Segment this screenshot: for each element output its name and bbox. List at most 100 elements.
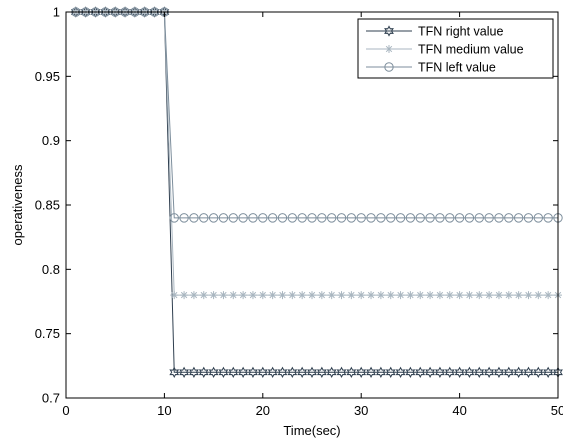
data-point [297,366,308,378]
data-point [346,213,357,223]
data-point [513,366,524,378]
data-point [239,291,248,300]
data-point [209,291,218,300]
data-point [199,291,208,300]
legend: TFN right value TFN medium value TFN left … [357,18,554,79]
data-point [366,366,376,378]
data-point [415,213,425,223]
data-point [336,213,347,223]
data-point [277,366,288,378]
data-point [169,366,180,378]
legend-marker [384,25,394,37]
data-point [277,213,288,223]
data-point [513,213,524,223]
data-point [494,366,504,378]
data-point [464,213,475,223]
data-point [287,366,298,378]
data-point [405,366,416,378]
data-point [347,291,356,300]
data-point [396,291,405,300]
data-point [317,213,327,223]
data-point [317,291,326,300]
data-point [474,366,485,378]
legend-items: TFN right value TFN medium value TFN left … [366,25,524,75]
data-point [189,291,198,300]
legend-label: TFN medium value [418,43,524,57]
data-point [455,291,464,300]
data-point [268,291,277,300]
y-tick-label: 0.7 [42,391,60,406]
legend-label: TFN left value [418,61,496,75]
data-point [494,291,503,300]
data-point [464,366,475,378]
data-point [326,213,337,223]
data-point [395,366,406,378]
x-tick-label: 50 [551,403,563,418]
x-tick-label: 0 [62,403,69,418]
data-point [218,366,229,378]
data-point [257,366,268,378]
data-point [405,213,416,223]
data-point [208,213,219,223]
data-point [248,291,257,300]
data-point [444,366,455,378]
data-point [416,291,425,300]
data-point [367,291,376,300]
y-tick-label: 0.85 [35,198,60,213]
data-point [298,291,307,300]
data-point [308,291,316,300]
y-tick-label: 0.75 [35,326,60,341]
data-point [385,366,396,378]
data-point [238,213,248,223]
data-point [485,291,494,300]
data-point [445,291,454,300]
data-point [426,291,435,300]
data-point [454,366,465,378]
data-point [504,291,513,300]
data-point [219,291,228,300]
data-point [543,213,553,223]
data-point [445,213,455,223]
data-point [169,213,179,223]
y-axis-label: operativeness [10,164,25,245]
legend-entry-1: TFN right value [366,25,503,39]
data-point [494,213,504,223]
data-point [336,366,347,378]
data-point [189,366,199,378]
data-point [524,291,533,300]
data-point [386,291,395,300]
x-tick-label: 20 [256,403,270,418]
data-point [267,366,278,378]
data-point [474,213,484,223]
legend-label: TFN right value [418,25,503,39]
data-point [376,291,385,300]
data-point [307,366,317,378]
data-point [435,366,445,378]
data-point [198,366,209,378]
data-point [386,213,396,223]
y-tick-label: 1 [53,5,60,20]
data-point [287,213,298,223]
data-point [406,291,415,300]
data-point [484,366,495,378]
data-point [425,213,435,223]
data-point [534,291,543,300]
x-tick-label: 10 [157,403,171,418]
data-point [248,366,258,378]
data-point [533,366,544,378]
y-tick-label: 0.8 [42,262,60,277]
data-point [523,213,534,223]
data-point [258,291,267,300]
legend-entry-3: TFN left value [366,61,496,75]
data-point [229,291,238,300]
data-point [366,213,376,223]
data-point [179,213,189,223]
x-tick-label: 40 [452,403,466,418]
data-point [514,291,523,300]
data-point [258,213,268,223]
data-point [415,366,426,378]
data-point [465,291,474,300]
data-point [484,213,494,223]
data-point [316,366,327,378]
